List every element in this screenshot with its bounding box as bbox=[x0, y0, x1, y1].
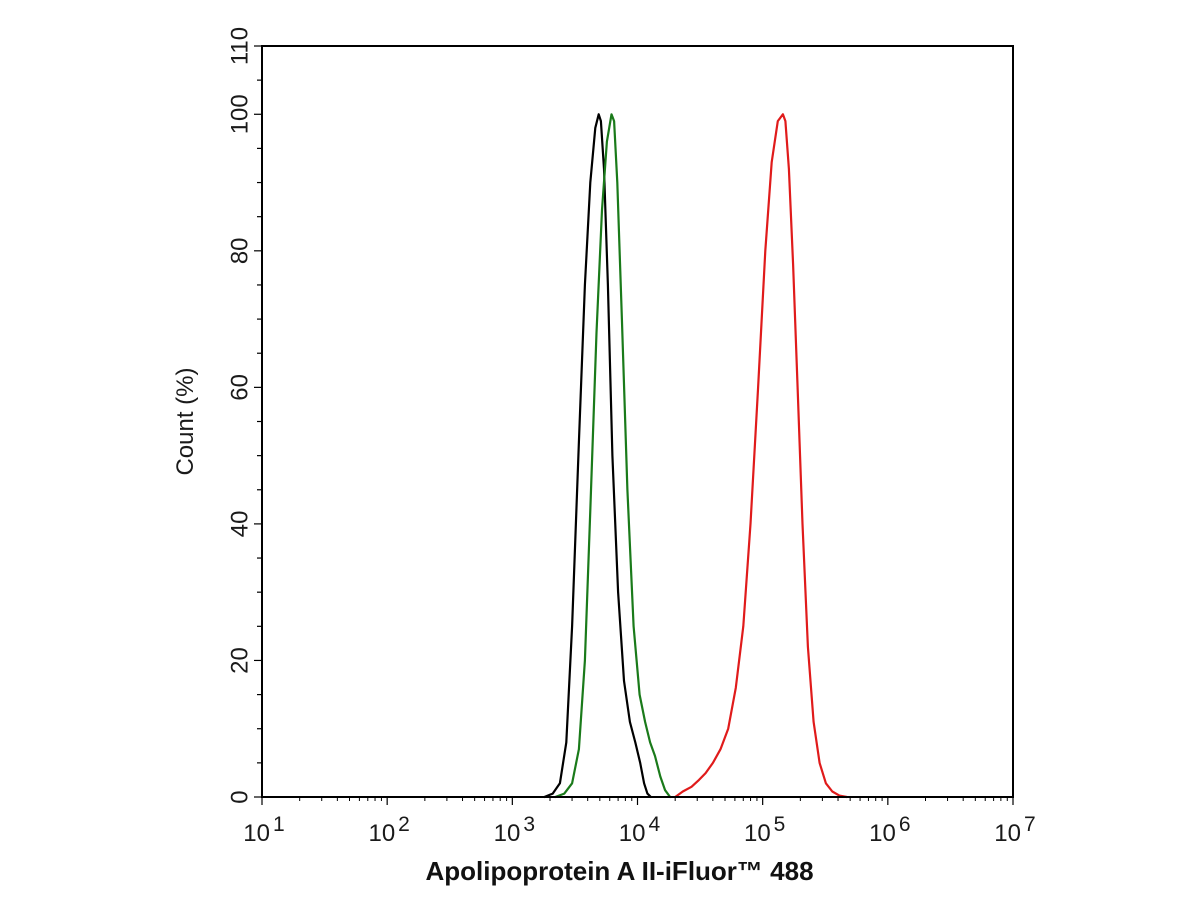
series-layer bbox=[543, 113, 848, 799]
x-tick-label: 10 1 bbox=[243, 813, 284, 847]
x-tick-label: 10 2 bbox=[368, 813, 409, 847]
y-tick-label: 80 bbox=[227, 237, 254, 264]
x-tick-label: 10 6 bbox=[869, 813, 910, 847]
histogram-series-2 bbox=[554, 113, 672, 799]
x-tick-label: 10 3 bbox=[494, 813, 535, 847]
histogram-series-1 bbox=[543, 113, 653, 799]
y-tick-label: 0 bbox=[227, 790, 254, 803]
x-tick-label: 10 5 bbox=[744, 813, 785, 847]
histogram-series-3 bbox=[674, 113, 848, 799]
x-axis-ticks: 10 1 10 2 10 3 10 4 10 5 10 6 10 7 bbox=[243, 797, 1036, 847]
x-tick-label: 10 4 bbox=[619, 813, 661, 847]
y-axis-title: Count (%) bbox=[172, 367, 199, 475]
y-tick-label: 100 bbox=[227, 94, 254, 134]
x-tick-label: 10 7 bbox=[994, 813, 1035, 847]
y-tick-label: 40 bbox=[227, 511, 254, 538]
y-tick-label: 110 bbox=[227, 27, 254, 65]
plot-frame bbox=[261, 45, 1014, 798]
y-axis-ticks: 0 20 40 60 80 100 110 bbox=[227, 27, 262, 804]
y-tick-label: 60 bbox=[227, 374, 254, 401]
x-axis-title: Apolipoprotein A II-iFluor™ 488 bbox=[425, 856, 813, 886]
y-tick-label: 20 bbox=[227, 647, 254, 674]
